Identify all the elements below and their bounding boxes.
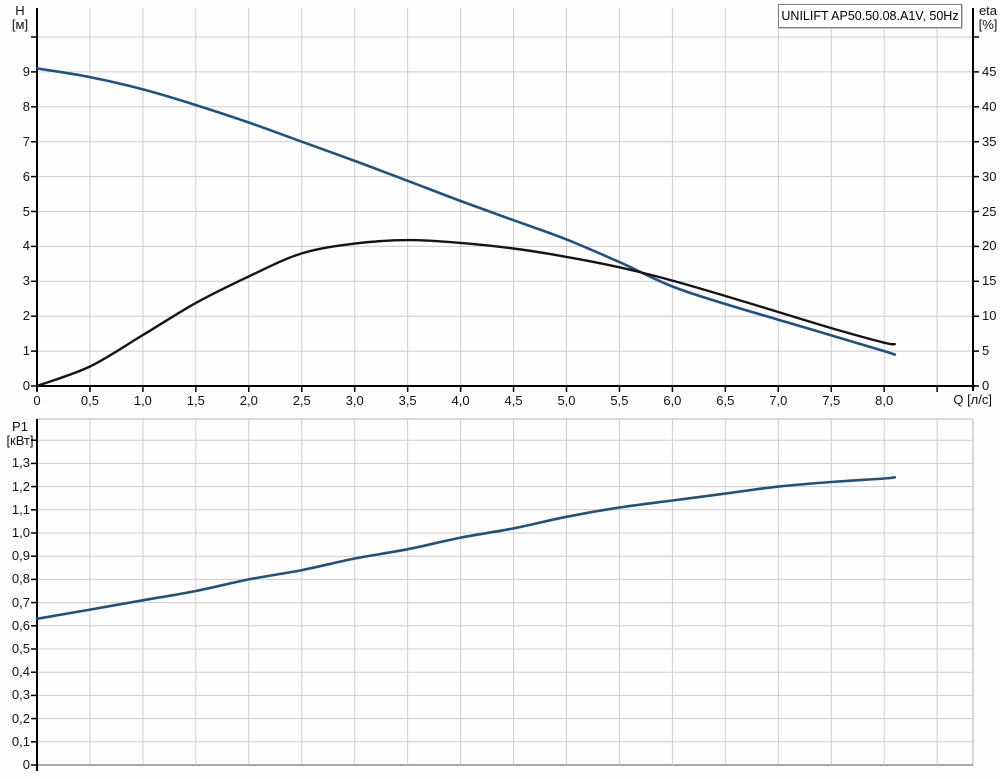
eta-tick-label: 40: [982, 98, 997, 114]
eta-tick-label: 35: [982, 133, 997, 149]
p1-tick-label: 1,1: [11, 501, 30, 517]
eta-axis-unit-symbol: eta: [978, 3, 998, 18]
h-tick-label: 4: [22, 238, 30, 254]
p1-axis-unit-bracket: [кВт]: [6, 433, 34, 448]
eta-tick-label: 20: [982, 238, 997, 254]
p1-tick-label: 1,0: [11, 525, 30, 540]
q-tick-label: 3,5: [398, 393, 417, 408]
q-tick-label: 3,0: [345, 393, 364, 408]
head-curve: [35, 67, 897, 356]
h-tick-label: 2: [22, 308, 30, 324]
p1-tick-label: 0,8: [11, 571, 30, 587]
eta-tick-label: 5: [982, 343, 990, 359]
q-tick-label: 6,0: [663, 393, 682, 408]
p1-tick-label: 0,3: [11, 687, 30, 703]
p1-tick-label: 0,1: [11, 733, 30, 749]
q-tick-label: 5,5: [610, 393, 629, 408]
p1-tick-label: 1,2: [11, 478, 30, 494]
h-axis-unit-symbol: H: [15, 3, 25, 18]
pump-model-title-box: UNILIFT AP50.50.08.A1V, 50Hz: [778, 4, 962, 28]
eta-tick-label: 45: [982, 63, 997, 79]
q-tick-label: 1,5: [186, 393, 205, 408]
p1-tick-label: 0,6: [11, 617, 30, 633]
h-tick-label: 5: [22, 203, 30, 219]
eta-tick-label: 15: [982, 273, 997, 289]
q-tick-label: 4,0: [451, 393, 470, 408]
q-tick-label: 2,0: [239, 393, 258, 408]
eta-tick-label: 30: [982, 168, 997, 184]
q-tick-label: 0: [33, 393, 41, 408]
p1-tick-label: 0,2: [11, 710, 30, 726]
efficiency-curve: [35, 238, 896, 388]
p1-tick-label: 0,7: [11, 594, 30, 610]
q-tick-label: 5,0: [557, 393, 576, 408]
h-tick-label: 8: [22, 98, 30, 114]
h-tick-label: 7: [22, 133, 30, 149]
h-tick-label: 3: [22, 273, 30, 289]
h-tick-label: 0: [22, 378, 30, 393]
p1-tick-label: 1,3: [11, 455, 30, 471]
p1-axis-unit-symbol: P1: [12, 419, 28, 434]
p1-tick-label: 0,9: [11, 548, 30, 564]
q-tick-label: 6,5: [716, 393, 735, 408]
p1-tick-label: 0: [22, 757, 30, 772]
q-tick-label: 4,5: [504, 393, 523, 408]
q-tick-label: 7,0: [769, 393, 788, 408]
q-tick-label: 1,0: [133, 393, 152, 408]
h-tick-label: 6: [22, 168, 30, 184]
q-tick-label: 7,5: [822, 393, 841, 408]
h-tick-label: 1: [22, 343, 30, 359]
eta-tick-label: 10: [982, 308, 997, 324]
q-tick-label: 8,0: [875, 393, 894, 408]
eta-tick-label: 25: [982, 203, 997, 219]
eta-tick-label: 0: [982, 378, 990, 393]
h-tick-label: 9: [22, 63, 30, 79]
power-curve: [35, 476, 897, 621]
eta-axis-unit-bracket: [%]: [978, 17, 998, 32]
q-tick-label: 2,5: [292, 393, 311, 408]
p1-tick-label: 0,5: [11, 641, 30, 656]
q-axis-unit-label: Q [л/с]: [953, 392, 992, 407]
h-axis-unit-bracket: [м]: [11, 17, 29, 32]
q-tick-label: 0,5: [80, 393, 99, 408]
p1-tick-label: 0,4: [11, 664, 30, 680]
